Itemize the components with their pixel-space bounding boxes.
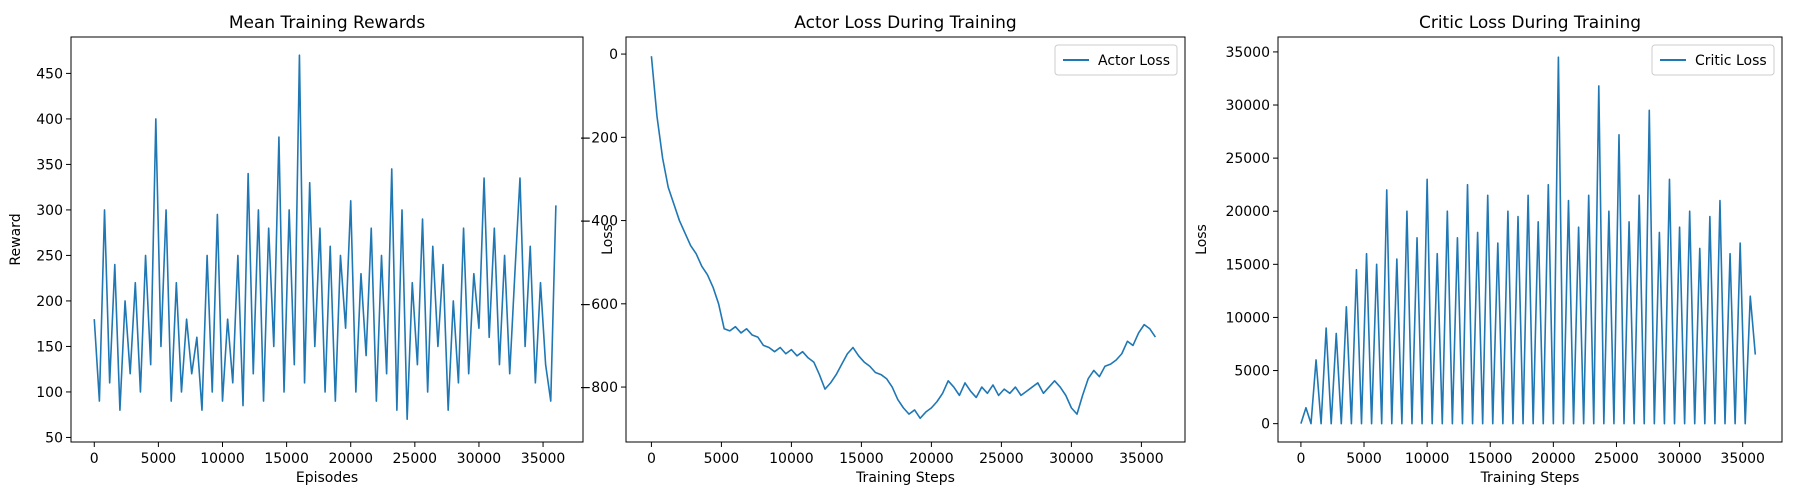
x-tick-label: 0 xyxy=(90,451,99,467)
x-tick-label: 15000 xyxy=(1468,451,1513,467)
x-tick-label: 30000 xyxy=(1049,451,1094,467)
y-axis-label: Loss xyxy=(600,224,616,255)
y-tick-label: 0 xyxy=(609,47,618,63)
axes-frame xyxy=(1277,36,1783,443)
y-tick-label: 450 xyxy=(36,66,63,82)
y-tick-label: −200 xyxy=(580,130,618,146)
y-tick-label: 35000 xyxy=(1225,45,1270,61)
y-tick-label: 250 xyxy=(36,248,63,264)
chart-title: Mean Training Rewards xyxy=(229,13,426,33)
x-tick-label: 5000 xyxy=(1346,451,1382,467)
y-tick-label: 0 xyxy=(1261,417,1270,433)
legend: Actor Loss xyxy=(1054,44,1178,76)
y-axis-label: Reward xyxy=(8,213,24,265)
x-tick-label: 30000 xyxy=(1657,451,1702,467)
legend-label: Actor Loss xyxy=(1098,53,1170,69)
x-tick-label: 15000 xyxy=(264,451,309,467)
x-tick-label: 30000 xyxy=(457,451,502,467)
x-tick-label: 35000 xyxy=(1119,451,1164,467)
x-tick-label: 25000 xyxy=(979,451,1024,467)
y-tick-label: 50 xyxy=(45,430,63,446)
y-tick-label: 25000 xyxy=(1225,151,1270,167)
y-tick-label: −400 xyxy=(580,214,618,230)
y-tick-label: 20000 xyxy=(1225,204,1270,220)
x-axis-label: Training Steps xyxy=(855,470,955,486)
x-tick-label: 20000 xyxy=(328,451,373,467)
x-tick-label: 0 xyxy=(1296,451,1305,467)
x-tick-label: 25000 xyxy=(1594,451,1639,467)
x-tick-label: 35000 xyxy=(1720,451,1765,467)
x-tick-label: 35000 xyxy=(521,451,566,467)
data-line xyxy=(650,56,1157,420)
x-tick-label: 15000 xyxy=(839,451,884,467)
legend-box xyxy=(1054,44,1178,76)
x-axis-label: Training Steps xyxy=(1480,470,1580,486)
legend-box xyxy=(1651,44,1775,76)
x-tick-label: 5000 xyxy=(141,451,177,467)
axes-frame xyxy=(625,36,1186,443)
y-tick-label: 400 xyxy=(36,112,63,128)
x-tick-label: 20000 xyxy=(909,451,954,467)
y-tick-label: 350 xyxy=(36,157,63,173)
chart-title: Critic Loss During Training xyxy=(1419,13,1641,33)
x-tick-label: 25000 xyxy=(393,451,438,467)
legend: Critic Loss xyxy=(1651,44,1775,76)
y-tick-label: 100 xyxy=(36,385,63,401)
x-tick-label: 5000 xyxy=(704,451,740,467)
x-tick-label: 10000 xyxy=(200,451,245,467)
y-axis-label: Loss xyxy=(1194,224,1210,255)
y-tick-label: 30000 xyxy=(1225,98,1270,114)
axes-frame xyxy=(70,36,584,443)
x-tick-label: 20000 xyxy=(1531,451,1576,467)
y-tick-label: 150 xyxy=(36,339,63,355)
y-tick-label: 10000 xyxy=(1225,310,1270,326)
legend-label: Critic Loss xyxy=(1695,53,1767,69)
x-tick-label: 0 xyxy=(647,451,656,467)
x-tick-label: 10000 xyxy=(769,451,814,467)
y-tick-label: −800 xyxy=(580,380,618,396)
data-line xyxy=(1300,56,1757,425)
y-tick-label: 200 xyxy=(36,294,63,310)
y-tick-label: 300 xyxy=(36,203,63,219)
y-tick-label: 5000 xyxy=(1234,364,1270,380)
x-axis-label: Episodes xyxy=(296,470,358,486)
x-tick-label: 10000 xyxy=(1405,451,1450,467)
data-line xyxy=(93,54,557,421)
y-tick-label: 15000 xyxy=(1225,257,1270,273)
y-tick-label: −600 xyxy=(580,297,618,313)
chart-title: Actor Loss During Training xyxy=(794,13,1016,33)
